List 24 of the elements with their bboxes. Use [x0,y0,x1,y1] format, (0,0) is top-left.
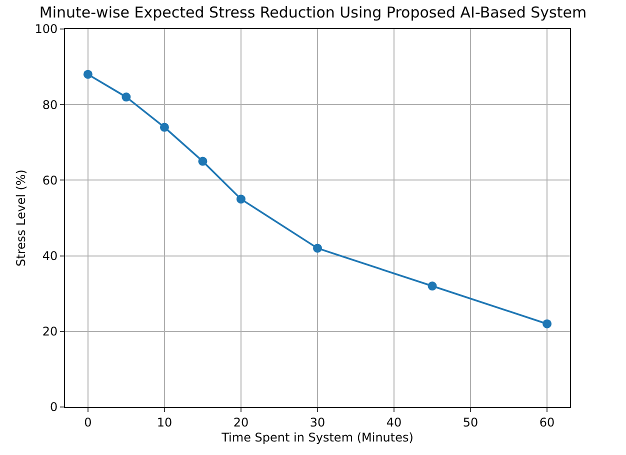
point [198,156,208,166]
y-tick-label: 20 [42,324,58,339]
point [236,194,246,204]
chart-title: Minute-wise Expected Stress Reduction Using Proposed AI-Based System [39,3,587,22]
x-tick-label: 0 [84,415,92,430]
x-tick-label: 20 [233,415,249,430]
point [428,282,437,291]
x-tick-label: 30 [310,415,326,430]
x-axis-title: Time Spent in System (Minutes) [220,430,414,444]
x-tick-label: 10 [156,415,172,430]
y-tick-label: 100 [34,22,58,36]
point [83,70,92,79]
point [313,244,322,253]
point [542,319,552,328]
y-tick-label: 40 [42,249,58,263]
y-tick-label: 0 [50,400,58,414]
y-tick-label: 60 [42,173,58,188]
point [160,122,169,132]
x-tick-label: 60 [539,415,555,430]
y-tick-label: 80 [42,98,58,112]
x-tick-label: 50 [462,415,478,430]
x-tick-label: 40 [386,415,402,430]
point [122,92,131,102]
y-axis-title: Stress Level (%) [14,170,28,266]
